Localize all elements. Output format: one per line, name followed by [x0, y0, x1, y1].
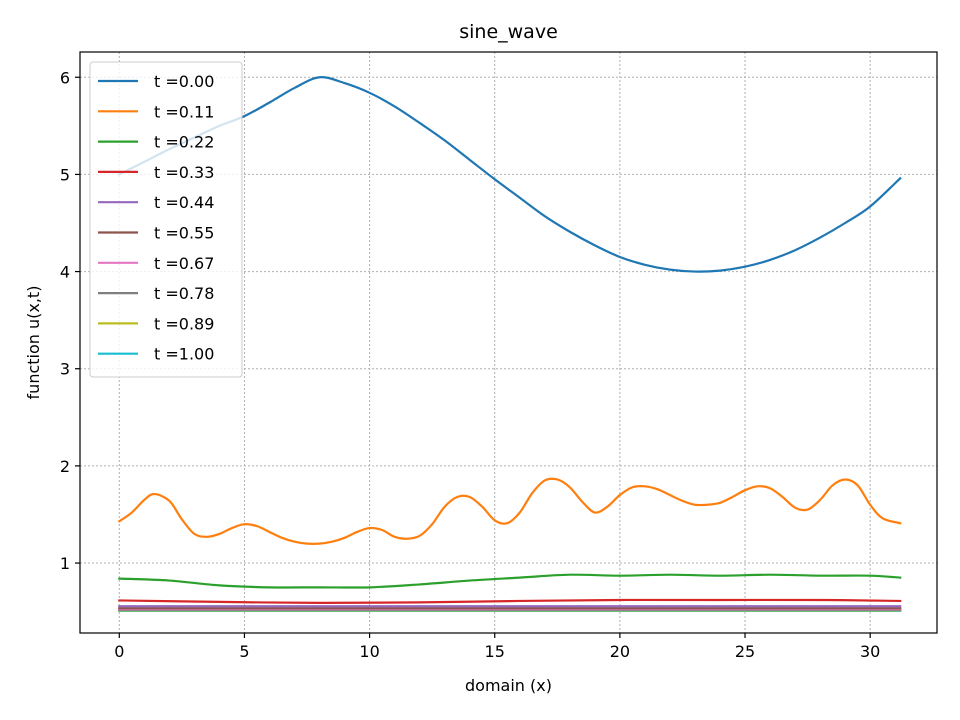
plot-area — [117, 76, 902, 613]
x-tick-label: 5 — [239, 642, 249, 661]
legend-label: t =0.44 — [154, 193, 214, 212]
legend-label: t =0.55 — [154, 224, 214, 243]
series-line — [118, 573, 902, 589]
x-axis-ticks: 0 5 10 15 20 25 30 — [114, 633, 880, 661]
y-tick-label: 2 — [60, 457, 70, 476]
y-tick-label: 5 — [60, 165, 70, 184]
y-tick-label: 4 — [60, 263, 70, 282]
series-line — [117, 76, 902, 273]
y-tick-label: 3 — [60, 360, 70, 379]
legend-label: t =0.00 — [154, 72, 214, 91]
x-tick-label: 10 — [359, 642, 379, 661]
chart-title: sine_wave — [459, 21, 558, 43]
legend-label: t =0.78 — [154, 284, 214, 303]
y-tick-label: 1 — [60, 554, 70, 573]
legend-label: t =0.22 — [154, 133, 214, 152]
x-tick-label: 15 — [485, 642, 505, 661]
legend: t =0.00 t =0.11 t =0.22 t =0.33 t =0.44 t =0.… — [89, 61, 243, 378]
x-axis-label: domain (x) — [465, 676, 552, 695]
legend-label: t =0.11 — [154, 102, 214, 121]
x-tick-label: 30 — [860, 642, 880, 661]
x-tick-label: 0 — [114, 642, 124, 661]
legend-label: t =0.89 — [154, 314, 214, 333]
x-tick-label: 20 — [610, 642, 630, 661]
y-axis-ticks: 1 2 3 4 5 6 — [60, 68, 80, 573]
legend-label: t =1.00 — [154, 345, 214, 364]
x-tick-label: 25 — [735, 642, 755, 661]
series-line — [117, 477, 902, 545]
legend-label: t =0.33 — [154, 163, 214, 182]
y-axis-label: function u(x,t) — [24, 286, 43, 400]
legend-label: t =0.67 — [154, 254, 214, 273]
series-lines — [117, 76, 902, 613]
y-tick-label: 6 — [60, 68, 70, 87]
plot-frame — [79, 51, 938, 634]
series-line — [118, 598, 902, 604]
